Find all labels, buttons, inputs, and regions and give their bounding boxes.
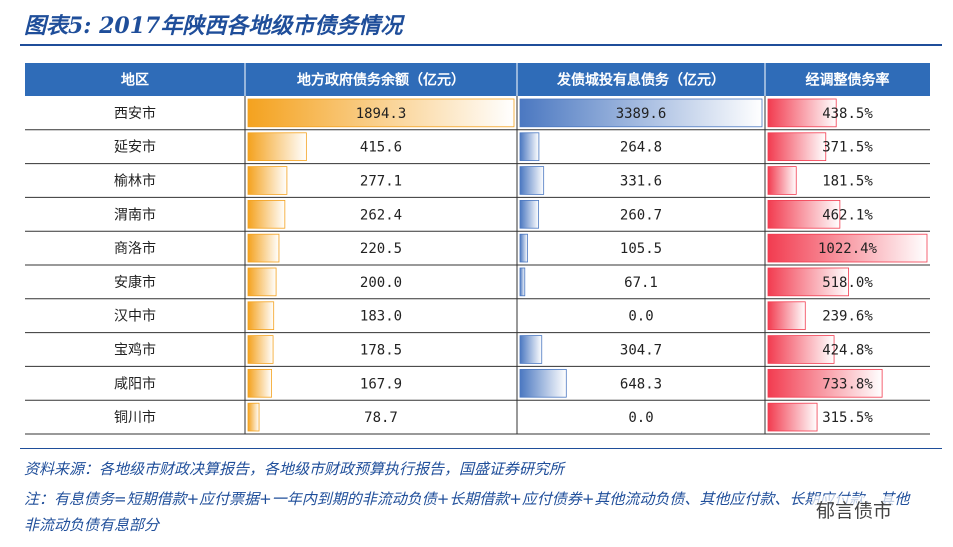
cell-value: 648.3 <box>620 376 662 392</box>
cell-value: 181.5% <box>822 174 873 190</box>
cell-value: 277.1 <box>360 174 402 190</box>
cell-value: 78.7 <box>364 410 398 426</box>
cell-value: 262.4 <box>360 207 402 223</box>
region-label: 西安市 <box>114 105 156 122</box>
cell-value: 200.0 <box>360 275 402 291</box>
data-bar <box>767 199 841 229</box>
data-bar <box>519 335 543 364</box>
cell-value: 438.5% <box>822 106 873 122</box>
region-label: 铜川市 <box>114 409 156 426</box>
data-bar <box>247 301 275 330</box>
cell-value: 733.8% <box>822 376 873 392</box>
data-bar <box>247 199 286 229</box>
data-bar <box>519 199 540 229</box>
cell-value: 1894.3 <box>356 106 407 122</box>
data-bar <box>767 98 837 128</box>
watermark: 郁言债市 <box>812 496 897 523</box>
column-header: 发债城投有息债务（亿元） <box>556 72 725 89</box>
title: 图表5: 2017年陕西各地级市债务情况 <box>24 13 403 39</box>
data-bar <box>767 402 818 432</box>
cell-value: 1022.4% <box>818 241 878 257</box>
title-rule <box>20 44 942 46</box>
region-label: 商洛市 <box>114 240 156 257</box>
data-bar <box>247 98 515 128</box>
data-bar <box>519 98 763 128</box>
cell-value: 239.6% <box>822 309 873 325</box>
data-bar <box>767 368 883 398</box>
cell-value: 220.5 <box>360 241 402 257</box>
data-bar <box>767 301 806 330</box>
cell-value: 183.0 <box>360 309 402 325</box>
cell-value: 67.1 <box>624 275 658 291</box>
region-label: 咸阳市 <box>114 375 156 392</box>
region-label: 安康市 <box>114 274 156 291</box>
cell-value: 0.0 <box>628 410 653 426</box>
column-header: 地区 <box>121 72 149 89</box>
cell-value: 0.0 <box>628 309 653 325</box>
header-row <box>25 63 930 96</box>
data-bar <box>247 335 274 364</box>
cell-value: 371.5% <box>822 140 873 156</box>
source: 资料来源：各地级市财政决算报告，各地级市财政预算执行报告，国盛证券研究所 <box>24 460 565 478</box>
cell-value: 331.6 <box>620 174 662 190</box>
data-bar <box>247 267 277 297</box>
data-bar <box>247 233 280 263</box>
region-label: 榆林市 <box>114 173 156 190</box>
data-bar <box>767 267 849 297</box>
cell-value: 304.7 <box>620 343 662 359</box>
data-bar <box>767 166 797 195</box>
data-bar <box>247 368 272 398</box>
cell-value: 167.9 <box>360 376 402 392</box>
cell-value: 3389.6 <box>616 106 667 122</box>
cell-value: 518.0% <box>822 275 873 291</box>
data-bar <box>247 402 260 432</box>
region-label: 汉中市 <box>114 308 156 325</box>
cell-value: 315.5% <box>822 410 873 426</box>
cell-value: 264.8 <box>620 140 662 156</box>
cell-value: 178.5 <box>360 343 402 359</box>
region-label: 延安市 <box>114 139 156 156</box>
data-bar <box>767 335 835 364</box>
data-bar <box>767 233 928 263</box>
data-bar <box>519 368 567 398</box>
data-bar <box>519 267 526 297</box>
cell-value: 260.7 <box>620 207 662 223</box>
data-bar <box>519 132 540 162</box>
data-bar <box>519 233 528 263</box>
cell-value: 424.8% <box>822 343 873 359</box>
column-header: 经调整债务率 <box>806 72 890 89</box>
cell-value: 105.5 <box>620 241 662 257</box>
note: 注：有息债务=短期借款+应付票据+一年内到期的非流动负债+长期借款+应付债券+其… <box>24 490 910 534</box>
region-label: 渭南市 <box>114 206 156 223</box>
table-bottom-rule <box>20 448 942 449</box>
data-bar <box>519 166 545 195</box>
cell-value: 415.6 <box>360 140 402 156</box>
column-header: 地方政府债务余额（亿元） <box>297 72 465 89</box>
data-bar <box>247 166 288 195</box>
data-bar <box>767 132 827 162</box>
data-bar <box>247 132 307 162</box>
region-label: 宝鸡市 <box>114 342 156 359</box>
cell-value: 462.1% <box>822 207 873 223</box>
